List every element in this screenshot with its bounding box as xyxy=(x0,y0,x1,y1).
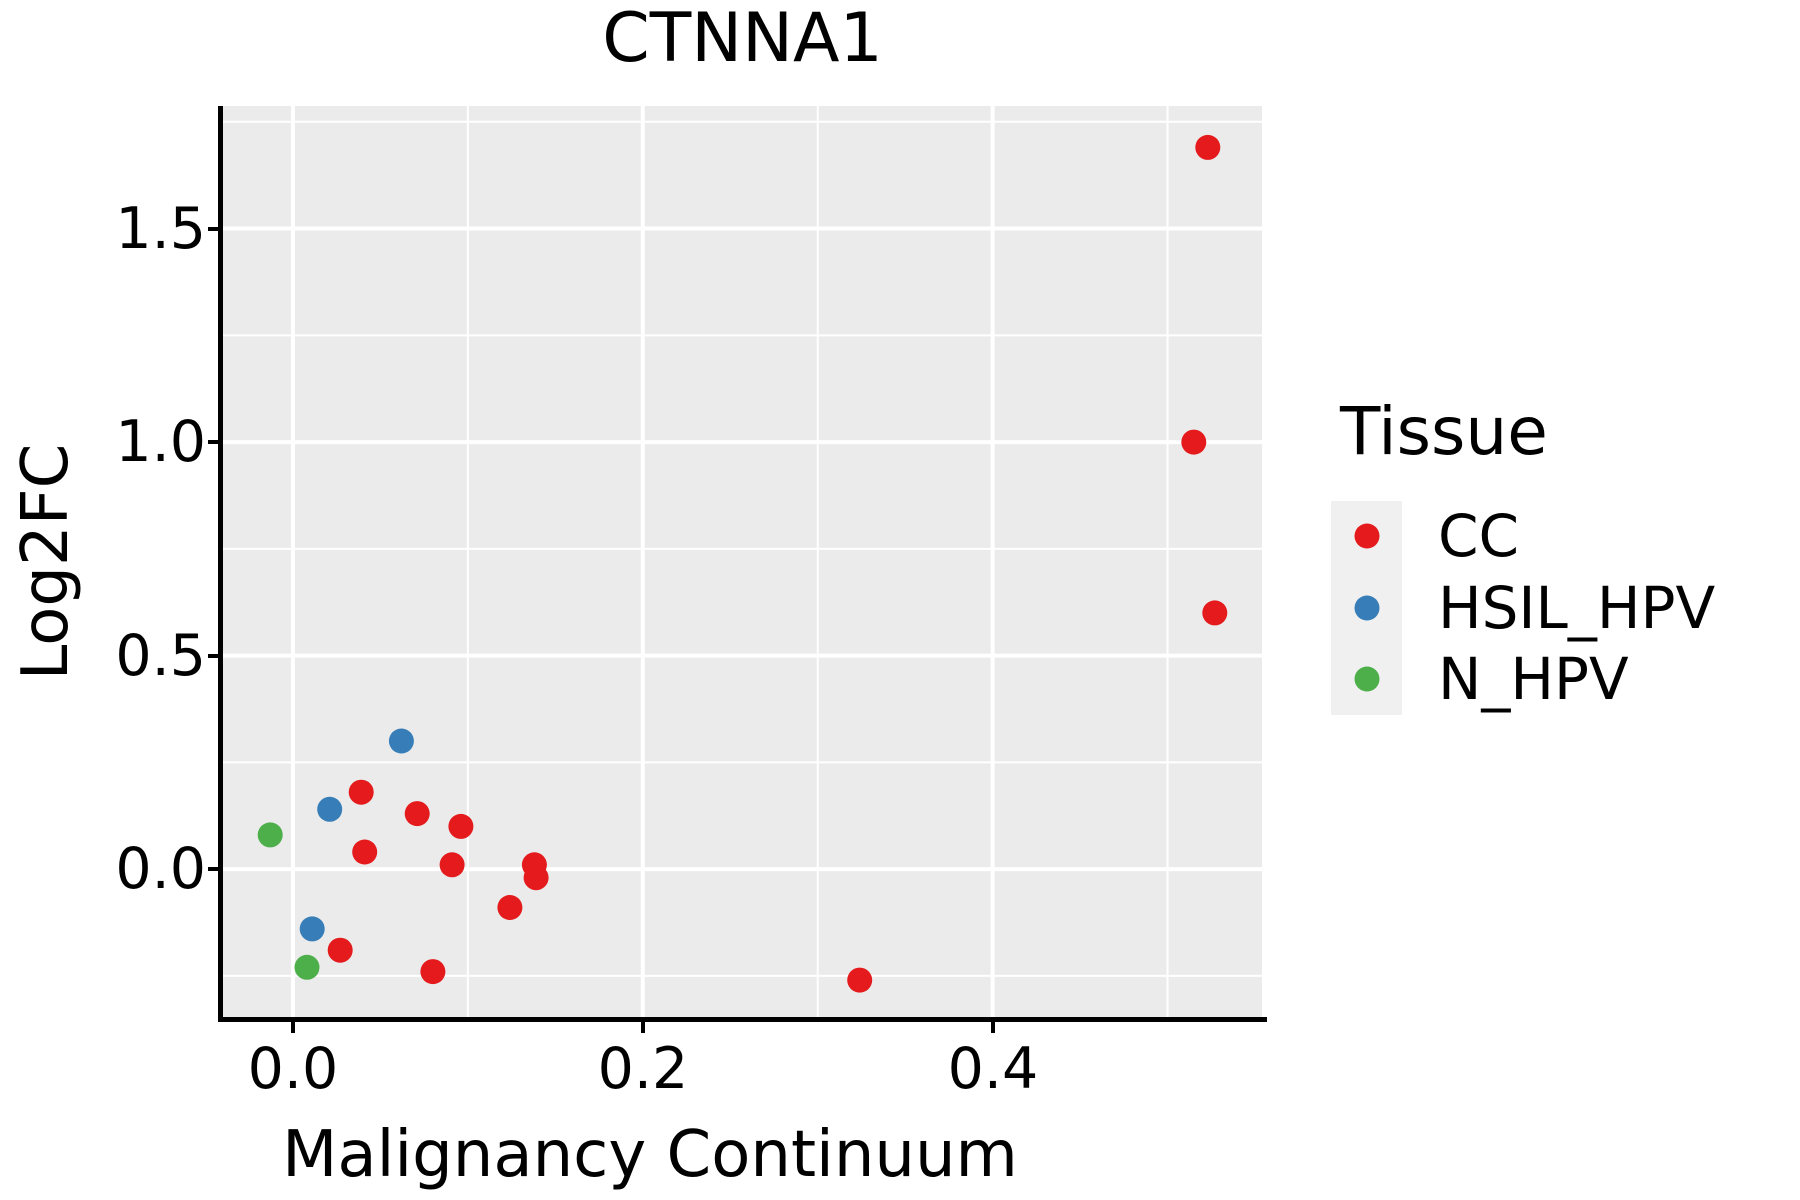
data-point-HSIL_HPV xyxy=(299,916,325,942)
y-tick-label: 0.0 xyxy=(115,836,206,902)
data-point-CC xyxy=(1181,429,1207,455)
y-tick-label: 1.0 xyxy=(115,409,206,475)
data-point-HSIL_HPV xyxy=(317,796,343,822)
y-tick-mark xyxy=(208,867,219,871)
legend-label: N_HPV xyxy=(1438,645,1629,714)
legend-items: CC HSIL_HPV N_HPV xyxy=(1331,500,1715,716)
y-axis-title: Log2FC xyxy=(9,443,83,681)
legend-dot-icon xyxy=(1354,595,1379,621)
data-point-CC xyxy=(348,779,374,805)
x-tick-label: 0.2 xyxy=(597,1036,689,1102)
data-point-CC xyxy=(352,839,378,865)
y-tick-mark xyxy=(208,654,219,658)
x-tick-mark xyxy=(641,1022,645,1033)
legend-item-HSIL_HPV: HSIL_HPV xyxy=(1331,572,1715,644)
y-tick-label: 0.5 xyxy=(115,623,206,689)
chart-title: CTNNA1 xyxy=(602,0,883,78)
y-tick-mark xyxy=(208,440,219,444)
data-point-HSIL_HPV xyxy=(388,728,414,754)
legend-item-CC: CC xyxy=(1331,500,1715,573)
plot-panel xyxy=(223,106,1262,1019)
legend-key xyxy=(1331,572,1402,644)
legend: Tissue CC HSIL_HPV N_HPV xyxy=(1331,393,1715,716)
legend-title: Tissue xyxy=(1340,393,1548,470)
x-axis-title: Malignancy Continuum xyxy=(282,1118,1018,1192)
legend-label: HSIL_HPV xyxy=(1438,573,1716,642)
data-point-CC xyxy=(327,937,353,963)
data-point-CC xyxy=(448,813,474,839)
x-tick-mark xyxy=(291,1022,295,1033)
y-axis-line xyxy=(218,106,223,1021)
data-point-CC xyxy=(1195,134,1221,160)
legend-dot-icon xyxy=(1354,523,1379,549)
x-axis-line xyxy=(218,1017,1267,1022)
data-point-N_HPV xyxy=(257,822,283,848)
legend-label: CC xyxy=(1438,502,1519,571)
legend-item-N_HPV: N_HPV xyxy=(1331,643,1715,716)
legend-key xyxy=(1331,500,1402,573)
x-tick-label: 0.4 xyxy=(947,1036,1039,1102)
scatter-plot xyxy=(223,106,1262,1019)
y-tick-label: 1.5 xyxy=(115,196,206,262)
data-point-CC xyxy=(404,801,430,827)
data-point-CC xyxy=(523,865,549,891)
data-point-CC xyxy=(847,967,873,993)
data-point-CC xyxy=(420,959,446,985)
x-tick-label: 0.0 xyxy=(247,1036,339,1102)
legend-key xyxy=(1331,643,1402,716)
x-tick-mark xyxy=(991,1022,995,1033)
data-point-N_HPV xyxy=(294,954,320,980)
legend-dot-icon xyxy=(1354,666,1379,692)
data-point-CC xyxy=(1202,600,1228,626)
data-point-CC xyxy=(439,852,465,878)
y-tick-mark xyxy=(208,227,219,231)
data-point-CC xyxy=(497,895,523,920)
